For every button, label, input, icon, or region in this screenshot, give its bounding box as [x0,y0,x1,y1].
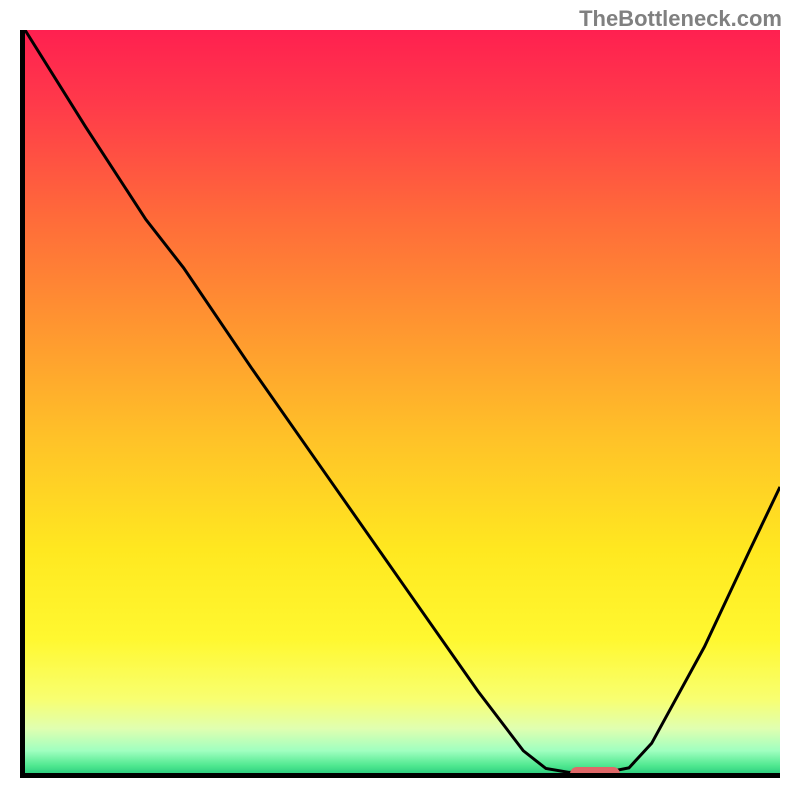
bottleneck-chart [20,30,780,790]
plot-area [20,30,780,778]
watermark-text: TheBottleneck.com [579,6,782,32]
performance-curve [25,30,780,773]
optimal-marker [570,767,619,778]
